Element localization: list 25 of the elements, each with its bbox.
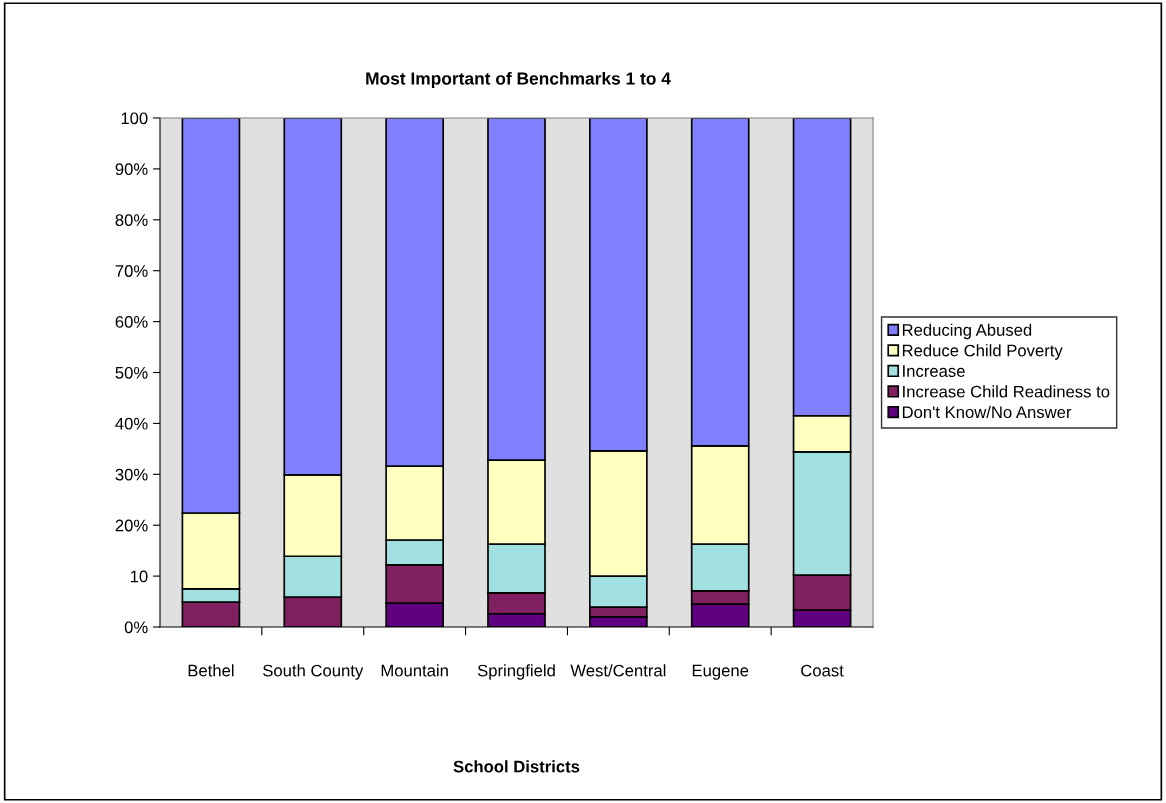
y-tick-label: 0%	[124, 621, 148, 634]
x-tick-label: South County	[263, 664, 364, 680]
x-tick-label: West/Central	[570, 664, 666, 677]
y-tick-label: 40%	[115, 417, 148, 430]
x-tick-label: Springfield	[477, 664, 555, 680]
legend-label: Increase Child Readiness to	[903, 385, 1110, 398]
x-tick-label: Coast	[801, 664, 844, 677]
y-tick-label: 20%	[115, 519, 148, 532]
y-tick-label: 80%	[115, 214, 148, 226]
y-tick-label: 30%	[115, 468, 148, 481]
y-tick-label: 10	[130, 570, 148, 583]
legend-label: Reducing Abused	[902, 323, 1032, 340]
y-tick-label: 100	[121, 112, 148, 125]
y-tick-label: 90%	[115, 163, 148, 176]
x-axis-title: School Districts	[453, 760, 580, 773]
x-tick-label: Mountain	[381, 664, 448, 677]
y-tick-label: 70%	[115, 265, 148, 277]
x-tick-label: Eugene	[692, 664, 749, 680]
legend-label: Don't Know/No Answer	[902, 405, 1072, 419]
y-tick-label: 60%	[115, 316, 148, 328]
legend-label: Increase	[903, 365, 965, 377]
y-tick-label: 50%	[115, 366, 148, 379]
x-tick-label: Bethel	[188, 664, 234, 677]
legend-label: Reduce Child Poverty	[902, 344, 1063, 360]
chart-title: Most Important of Benchmarks 1 to 4	[366, 71, 671, 89]
